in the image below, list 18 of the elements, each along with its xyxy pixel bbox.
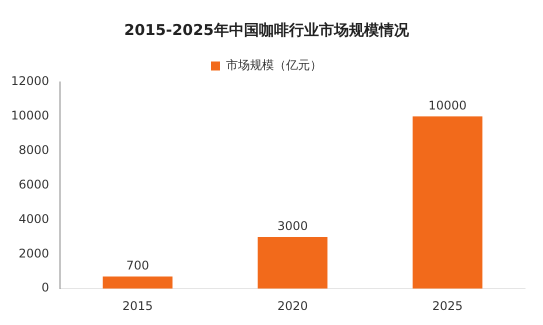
y-tick-label: 10000 (10, 108, 50, 123)
data-label: 3000 (277, 219, 308, 234)
x-tick-label: 2020 (277, 298, 308, 313)
y-tick-label: 8000 (18, 142, 50, 157)
bar (412, 116, 482, 289)
x-tick-label: 2015 (122, 298, 153, 313)
legend-label: 市场规模（亿元） (226, 58, 322, 72)
y-tick-label: 6000 (18, 177, 50, 192)
y-tick-label: 12000 (10, 74, 50, 88)
data-label: 10000 (428, 98, 467, 113)
y-tick-label: 2000 (18, 246, 50, 260)
y-tick-label: 4000 (18, 212, 50, 226)
chart-title: 2015-2025年中国咖啡行业市场规模情况 (124, 20, 410, 39)
y-tick-label: 0 (42, 280, 50, 295)
bar (102, 276, 173, 289)
bar (258, 236, 328, 289)
data-label: 700 (126, 258, 150, 273)
x-tick-label: 2025 (432, 298, 463, 313)
